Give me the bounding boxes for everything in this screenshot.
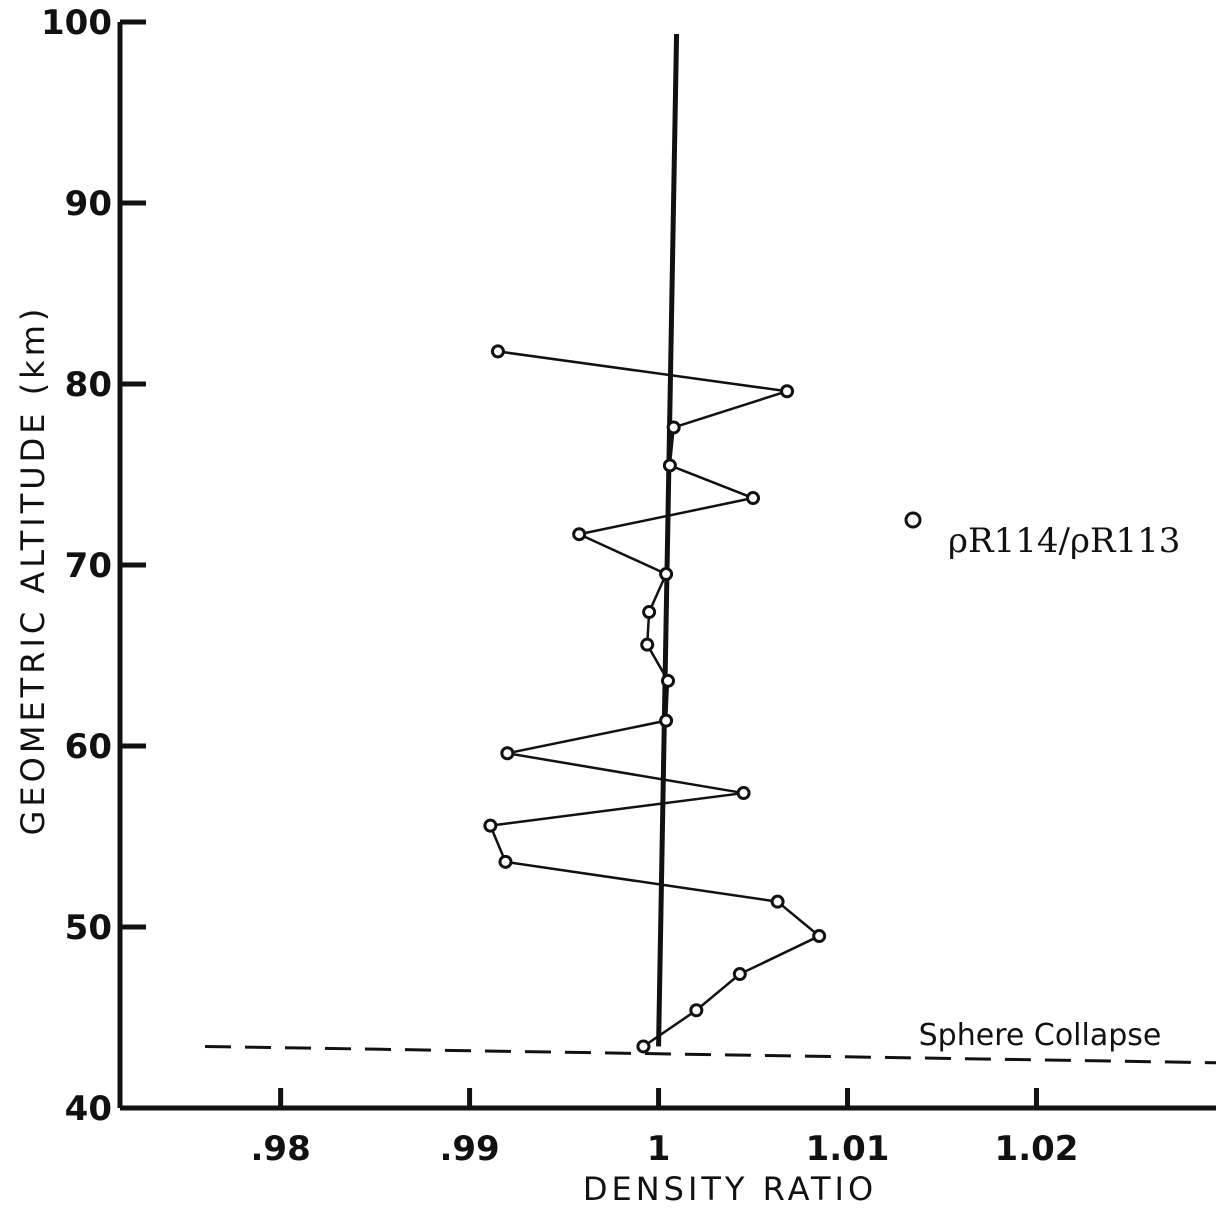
reference-line-x1: [656, 33, 680, 1047]
data-point: [666, 420, 681, 435]
y-tick-label: 50: [65, 908, 112, 948]
x-tick-label: 1: [647, 1129, 671, 1169]
x-tick-label: .98: [251, 1129, 311, 1169]
legend: ρR114/ρR113: [904, 511, 1180, 561]
data-point: [636, 1039, 651, 1054]
x-tick-label: 1.01: [806, 1129, 890, 1169]
data-point: [662, 458, 677, 473]
y-tick-label: 100: [41, 3, 112, 43]
data-point: [659, 567, 674, 582]
y-tick-label: 40: [65, 1089, 112, 1129]
axes: 40 50 60 70 80 90 100 .98 .99 1 1.01 1.02: [41, 3, 1216, 1169]
y-tick-label: 70: [65, 546, 112, 586]
y-tick-label: 90: [65, 184, 112, 224]
data-point: [661, 673, 675, 688]
data-point: [770, 894, 785, 909]
y-tick-label: 80: [65, 365, 112, 405]
data-point: [483, 818, 498, 833]
data-point: [732, 967, 747, 982]
data-point: [498, 854, 513, 869]
reference-lines: [205, 33, 1216, 1065]
x-tick-label: .99: [439, 1129, 499, 1169]
sphere-collapse-label: Sphere Collapse: [919, 1018, 1162, 1053]
legend-marker-open-circle: [904, 511, 922, 529]
y-tick-label: 60: [65, 727, 112, 767]
series-line: [488, 350, 822, 1048]
data-point: [689, 1003, 704, 1018]
x-axis-title: DENSITY RATIO: [583, 1170, 877, 1208]
series-layer: [483, 344, 827, 1054]
x-tick-label: 1.02: [995, 1129, 1079, 1169]
labels-layer: DENSITY RATIO GEOMETRIC ALTITUDE (km) Sp…: [14, 305, 1180, 1208]
data-point: [736, 786, 751, 801]
data-point: [572, 527, 587, 542]
y-axis-title: GEOMETRIC ALTITUDE (km): [14, 305, 52, 836]
data-point: [746, 491, 761, 506]
data-point: [640, 637, 655, 652]
data-point: [642, 605, 657, 620]
sphere-collapse-line: [205, 1044, 1216, 1065]
data-point: [659, 713, 674, 728]
data-point: [500, 746, 515, 761]
data-point: [812, 929, 827, 944]
data-point: [780, 384, 795, 399]
data-point: [490, 344, 505, 359]
legend-entry-label: ρR114/ρR113: [948, 521, 1180, 561]
